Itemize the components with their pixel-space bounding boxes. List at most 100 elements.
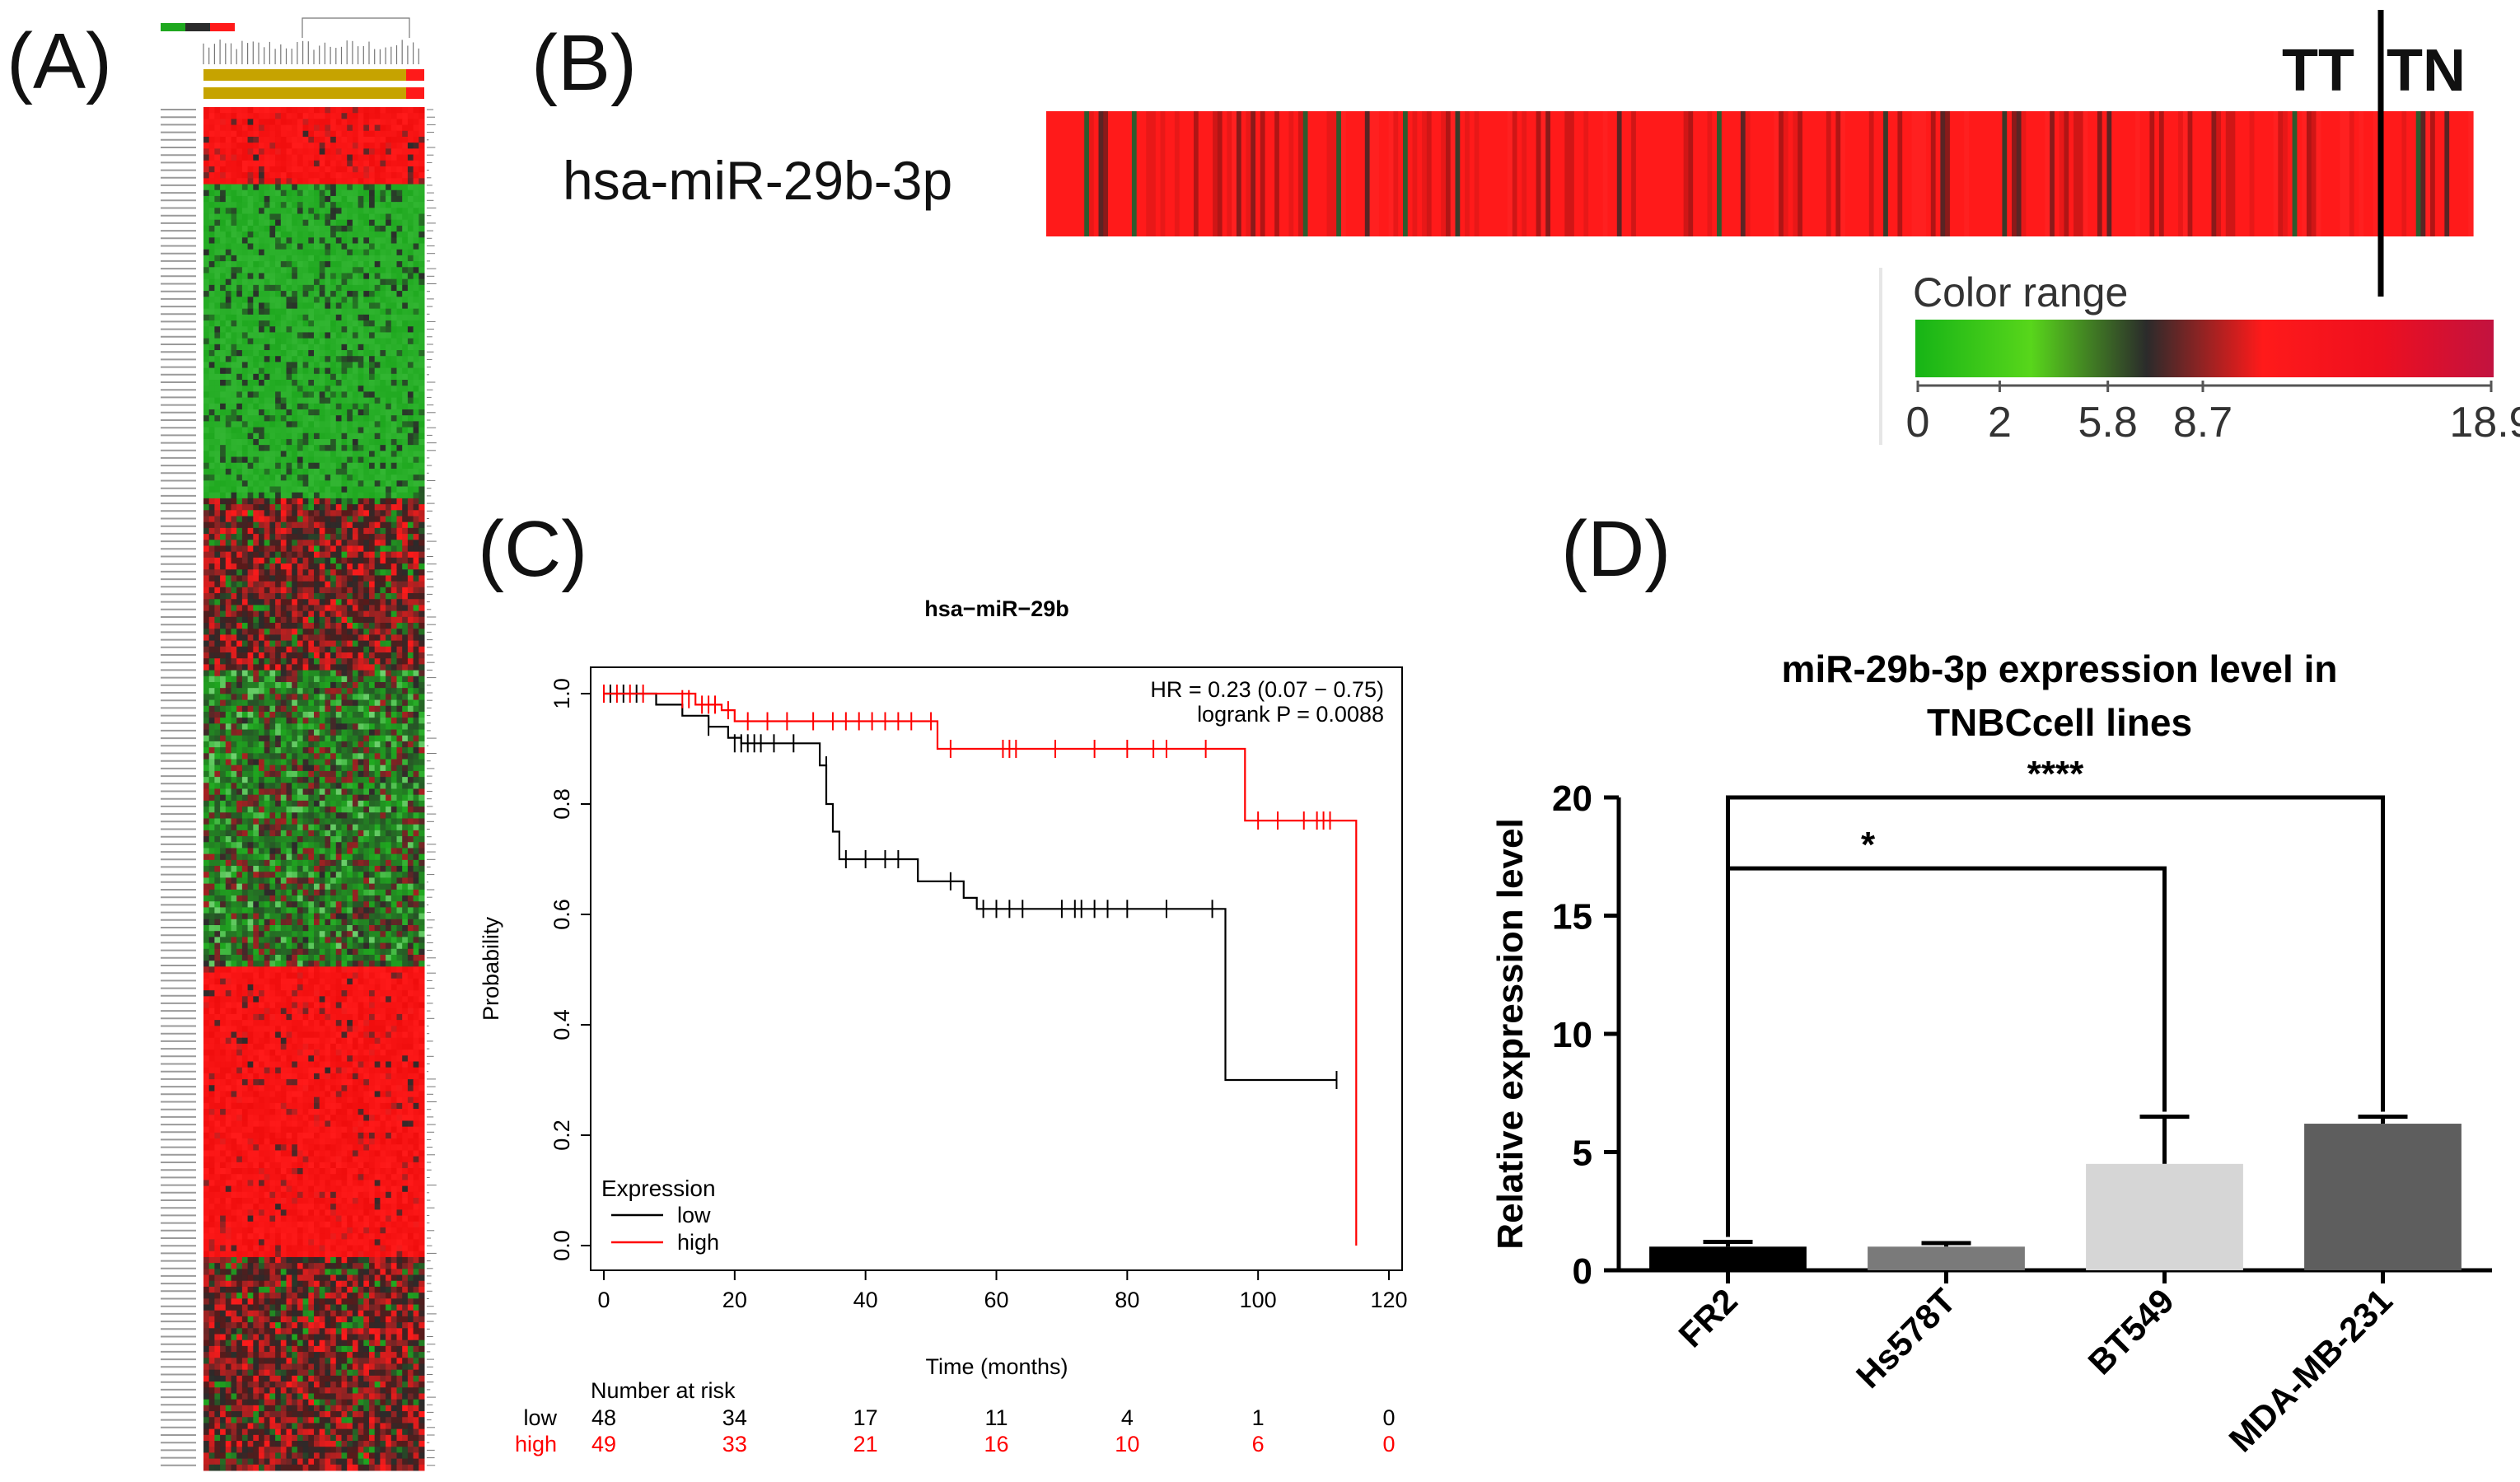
a-heatmap-cell — [264, 764, 270, 772]
a-heatmap-cell — [203, 688, 210, 694]
a-heatmap-cell — [308, 783, 315, 789]
a-heatmap-cell — [330, 658, 337, 665]
a-heatmap-cell — [386, 119, 392, 126]
a-heatmap-cell — [358, 634, 364, 642]
a-heatmap-cell — [236, 486, 243, 493]
a-heatmap-cell — [247, 261, 254, 268]
a-heatmap-cell — [407, 718, 414, 724]
a-heatmap-cell — [247, 646, 254, 653]
a-heatmap-cell — [225, 421, 231, 428]
a-heatmap-cell — [214, 445, 221, 451]
a-heatmap-cell — [358, 806, 364, 813]
a-heatmap-cell — [418, 759, 425, 766]
a-heatmap-cell — [352, 770, 359, 778]
a-heatmap-cell — [275, 237, 282, 244]
a-heatmap-cell — [374, 540, 381, 546]
a-heatmap-cell — [314, 189, 320, 197]
a-heatmap-cell — [347, 445, 353, 451]
a-heatmap-cell — [352, 486, 359, 493]
a-heatmap-cell — [292, 646, 298, 653]
a-heatmap-cell — [396, 551, 403, 559]
a-heatmap-cell — [259, 119, 265, 126]
a-heatmap-cell — [241, 575, 249, 582]
a-heatmap-cell — [407, 735, 414, 742]
a-heatmap-cell — [241, 830, 249, 837]
a-heatmap-cell — [231, 350, 237, 357]
a-heatmap-cell — [330, 753, 337, 760]
a-heatmap-cell — [302, 747, 309, 754]
a-heatmap-cell — [352, 800, 359, 807]
a-heatmap-cell — [269, 172, 276, 179]
a-heatmap-cell — [264, 456, 270, 464]
a-heatmap-cell — [402, 314, 409, 321]
a-heatmap-cell — [386, 688, 392, 694]
a-heatmap-cell — [236, 540, 243, 546]
a-heatmap-cell — [358, 136, 364, 143]
a-heatmap-cell — [402, 534, 409, 540]
a-heatmap-cell — [292, 753, 298, 760]
a-heatmap-cell — [413, 391, 419, 399]
a-heatmap-cell — [275, 184, 282, 191]
a-heatmap-cell — [314, 534, 320, 540]
a-heatmap-cell — [203, 278, 210, 286]
a-heatmap-cell — [241, 332, 249, 339]
a-heatmap-cell — [308, 367, 315, 375]
a-heatmap-cell — [214, 711, 221, 718]
a-heatmap-cell — [358, 243, 364, 250]
a-heatmap-cell — [314, 148, 320, 156]
a-heatmap-cell — [402, 326, 409, 333]
a-heatmap-cell — [203, 386, 210, 392]
a-heatmap-cell — [319, 729, 325, 736]
a-heatmap-cell — [308, 373, 315, 381]
a-heatmap-cell — [297, 777, 304, 783]
a-heatmap-cell — [325, 741, 331, 748]
a-heatmap-cell — [413, 415, 419, 422]
a-heatmap-cell — [314, 468, 320, 475]
a-heatmap-cell — [347, 563, 353, 570]
a-heatmap-cell — [231, 557, 237, 564]
a-heatmap-cell — [203, 243, 210, 250]
a-heatmap-cell — [203, 747, 210, 754]
a-heatmap-cell — [413, 124, 419, 132]
a-heatmap-cell — [418, 278, 425, 286]
a-heatmap-cell — [413, 267, 419, 273]
a-heatmap-cell — [369, 504, 376, 511]
a-heatmap-cell — [319, 291, 325, 297]
a-heatmap-cell — [341, 189, 348, 197]
a-heatmap-cell — [418, 599, 425, 605]
a-heatmap-cell — [335, 521, 342, 529]
a-heatmap-cell — [390, 623, 397, 629]
a-heatmap-cell — [220, 189, 227, 197]
a-heatmap-cell — [236, 705, 243, 713]
a-heatmap-cell — [214, 237, 221, 244]
a-heatmap-cell — [319, 456, 325, 464]
a-heatmap-cell — [347, 521, 353, 529]
a-heatmap-cell — [369, 646, 376, 653]
a-heatmap-cell — [380, 652, 386, 659]
a-heatmap-cell — [314, 794, 320, 802]
a-heatmap-cell — [297, 652, 304, 659]
a-heatmap-cell — [407, 688, 414, 694]
a-heatmap-cell — [308, 599, 315, 605]
a-heatmap-cell — [358, 504, 364, 511]
a-heatmap-cell — [286, 818, 292, 825]
a-heatmap-cell — [269, 705, 276, 713]
a-heatmap-cell — [330, 777, 337, 783]
a-heatmap-cell — [418, 681, 425, 689]
a-heatmap-cell — [390, 616, 397, 624]
a-heatmap-cell — [325, 824, 331, 831]
a-heatmap-cell — [308, 563, 315, 570]
a-heatmap-cell — [264, 694, 270, 701]
a-heatmap-cell — [292, 225, 298, 232]
a-heatmap-cell — [363, 297, 370, 303]
a-heatmap-cell — [330, 723, 337, 731]
a-heatmap-cell — [352, 569, 359, 576]
a-heatmap-cell — [374, 629, 381, 635]
a-heatmap-cell — [319, 699, 325, 707]
a-heatmap-cell — [335, 107, 342, 114]
a-heatmap-cell — [396, 344, 403, 351]
a-heatmap-cell — [292, 629, 298, 635]
a-heatmap-cell — [319, 593, 325, 600]
a-heatmap-cell — [259, 350, 265, 357]
a-heatmap-cell — [347, 711, 353, 718]
